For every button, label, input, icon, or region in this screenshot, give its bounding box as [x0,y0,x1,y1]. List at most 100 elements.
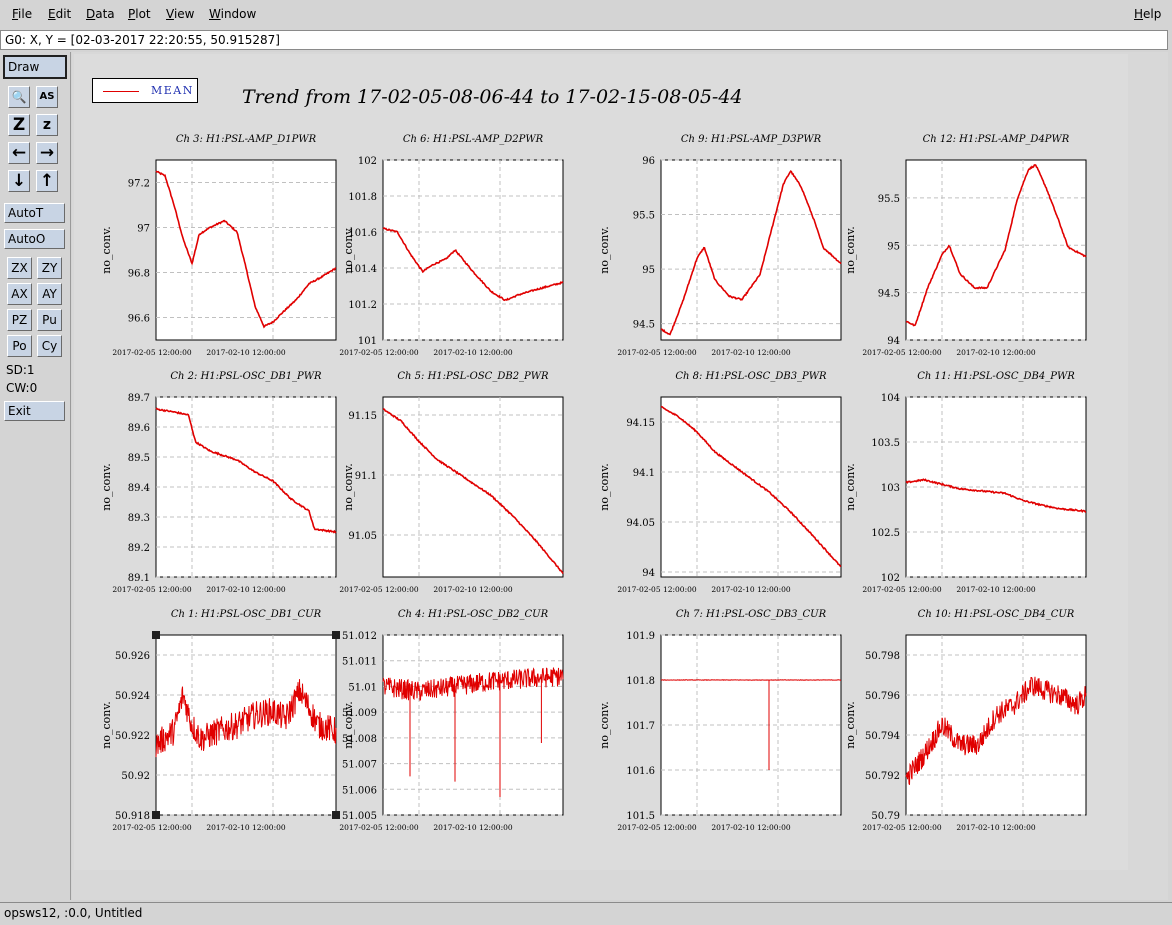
zoom-in-icon[interactable]: z [36,114,58,136]
ytick-label-c4-2: 89.3 [128,513,150,524]
ytick-label-c8-0: 50.918 [115,811,150,822]
ytick-label-c9-1: 51.006 [342,785,377,796]
plot-canvas[interactable]: MEAN Trend from 17-02-05-08-06-44 to 17-… [74,54,1128,870]
arrow-down-icon[interactable]: ↓ [8,170,30,192]
menu-help[interactable]: Help [1134,7,1161,21]
sd-label: SD:1 [6,363,35,377]
ytick-label-c0-3: 97.2 [128,179,150,190]
ytick-label-c3-0: 94 [887,336,900,347]
text-icon[interactable]: AS [36,86,58,108]
ytick-label-c11-0: 50.79 [871,811,900,822]
chart-title-c5: Ch 5: H1:PSL-OSC_DB2_PWR [397,371,549,382]
chart-title-c0: Ch 3: H1:PSL-AMP_D1PWR [176,134,317,145]
xtick-label-c11-0: 2017-02-05 12:00:00 [862,823,942,832]
ytick-label-c1-4: 101.8 [348,192,377,203]
ay-button[interactable]: AY [37,283,62,305]
menu-window[interactable]: Window [209,7,256,21]
cy-button[interactable]: Cy [37,335,62,357]
ytick-label-c5-1: 91.1 [355,471,377,482]
ytick-label-c5-2: 91.15 [348,411,377,422]
ytick-label-c7-4: 104 [881,393,900,404]
draw-button[interactable]: Draw [3,55,67,79]
magnify-icon[interactable]: 🔍 [8,86,30,108]
chart-title-c7: Ch 11: H1:PSL-OSC_DB4_PWR [917,371,1075,382]
xtick-label-c10-0: 2017-02-05 12:00:00 [617,823,697,832]
ytick-label-c9-5: 51.01 [348,682,377,693]
ytick-label-c6-2: 94.1 [633,468,655,479]
xtick-label-c9-1: 2017-02-10 12:00:00 [433,823,513,832]
ytick-label-c4-4: 89.5 [128,453,150,464]
menu-edit[interactable]: Edit [48,7,71,21]
coordinate-readout-bar: G0: X, Y = [02-03-2017 22:20:55, 50.9152… [0,30,1168,50]
ytick-label-c4-6: 89.7 [128,393,150,404]
xtick-label-c1-1: 2017-02-10 12:00:00 [433,348,513,357]
menu-bar: File Edit Data Plot View Window Help [0,0,1172,30]
ytick-label-c3-2: 95 [887,241,900,252]
xtick-label-c10-1: 2017-02-10 12:00:00 [711,823,791,832]
ax-button[interactable]: AX [7,283,32,305]
autot-button[interactable]: AutoT [4,203,65,223]
ytick-label-c2-2: 95.5 [633,211,655,222]
ytick-label-c6-0: 94 [642,568,655,579]
ytick-label-c2-0: 94.5 [633,320,655,331]
xtick-label-c3-1: 2017-02-10 12:00:00 [956,348,1036,357]
arrow-right-icon[interactable]: → [36,142,58,164]
po-button[interactable]: Po [7,335,32,357]
pu-button[interactable]: Pu [37,309,62,331]
menu-data[interactable]: Data [86,7,115,21]
ytick-label-c1-5: 102 [358,156,377,167]
xtick-label-c9-0: 2017-02-05 12:00:00 [339,823,419,832]
ytick-label-c0-2: 97 [137,224,150,235]
ytick-label-c4-1: 89.2 [128,543,150,554]
ylabel-c8: no_conv. [100,701,113,748]
ytick-label-c8-3: 50.924 [115,691,150,702]
ytick-label-c10-0: 101.5 [626,811,655,822]
menu-view[interactable]: View [166,7,194,21]
plot-frame-c8 [156,635,336,815]
zy-button[interactable]: ZY [37,257,62,279]
ytick-label-c3-1: 94.5 [878,289,900,300]
ytick-label-c9-7: 51.012 [342,631,377,642]
ylabel-c4: no_conv. [100,463,113,510]
ytick-label-c10-1: 101.6 [626,766,655,777]
ytick-label-c6-1: 94.05 [626,518,655,529]
zoom-out-icon[interactable]: Z [8,114,30,136]
cw-label: CW:0 [6,381,37,395]
ytick-label-c11-1: 50.792 [865,771,900,782]
arrow-left-icon[interactable]: ← [8,142,30,164]
ylabel-c0: no_conv. [100,226,113,273]
ytick-label-c8-1: 50.92 [121,771,150,782]
menu-file[interactable]: File [12,7,32,21]
ytick-label-c8-2: 50.922 [115,731,150,742]
menu-plot[interactable]: Plot [128,7,151,21]
ytick-label-c9-0: 51.005 [342,811,377,822]
xtick-label-c5-0: 2017-02-05 12:00:00 [339,585,419,594]
xtick-label-c6-1: 2017-02-10 12:00:00 [711,585,791,594]
chart-title-c3: Ch 12: H1:PSL-AMP_D4PWR [923,134,1070,145]
xtick-label-c0-1: 2017-02-10 12:00:00 [206,348,286,357]
selection-handle-2 [152,811,160,819]
ytick-label-c7-2: 103 [881,483,900,494]
ytick-label-c9-6: 51.011 [342,657,377,668]
arrow-up-icon[interactable]: ↑ [36,170,58,192]
ytick-label-c10-2: 101.7 [626,721,655,732]
zx-button[interactable]: ZX [7,257,32,279]
ylabel-c1: no_conv. [342,226,355,273]
chart-title-c4: Ch 2: H1:PSL-OSC_DB1_PWR [170,371,322,382]
ytick-label-c9-2: 51.007 [342,760,377,771]
ytick-label-c1-1: 101.2 [348,300,377,311]
plot-frame-c10 [661,635,841,815]
ytick-label-c4-0: 89.1 [128,573,150,584]
ytick-label-c11-3: 50.796 [865,691,900,702]
ytick-label-c8-4: 50.926 [115,651,150,662]
selection-handle-0 [152,631,160,639]
pz-button[interactable]: PZ [7,309,32,331]
xtick-label-c3-0: 2017-02-05 12:00:00 [862,348,942,357]
exit-button[interactable]: Exit [4,401,65,421]
ytick-label-c5-0: 91.05 [348,531,377,542]
autoo-button[interactable]: AutoO [4,229,65,249]
chart-title-c2: Ch 9: H1:PSL-AMP_D3PWR [681,134,822,145]
ytick-label-c7-1: 102.5 [871,528,900,539]
xtick-label-c2-0: 2017-02-05 12:00:00 [617,348,697,357]
